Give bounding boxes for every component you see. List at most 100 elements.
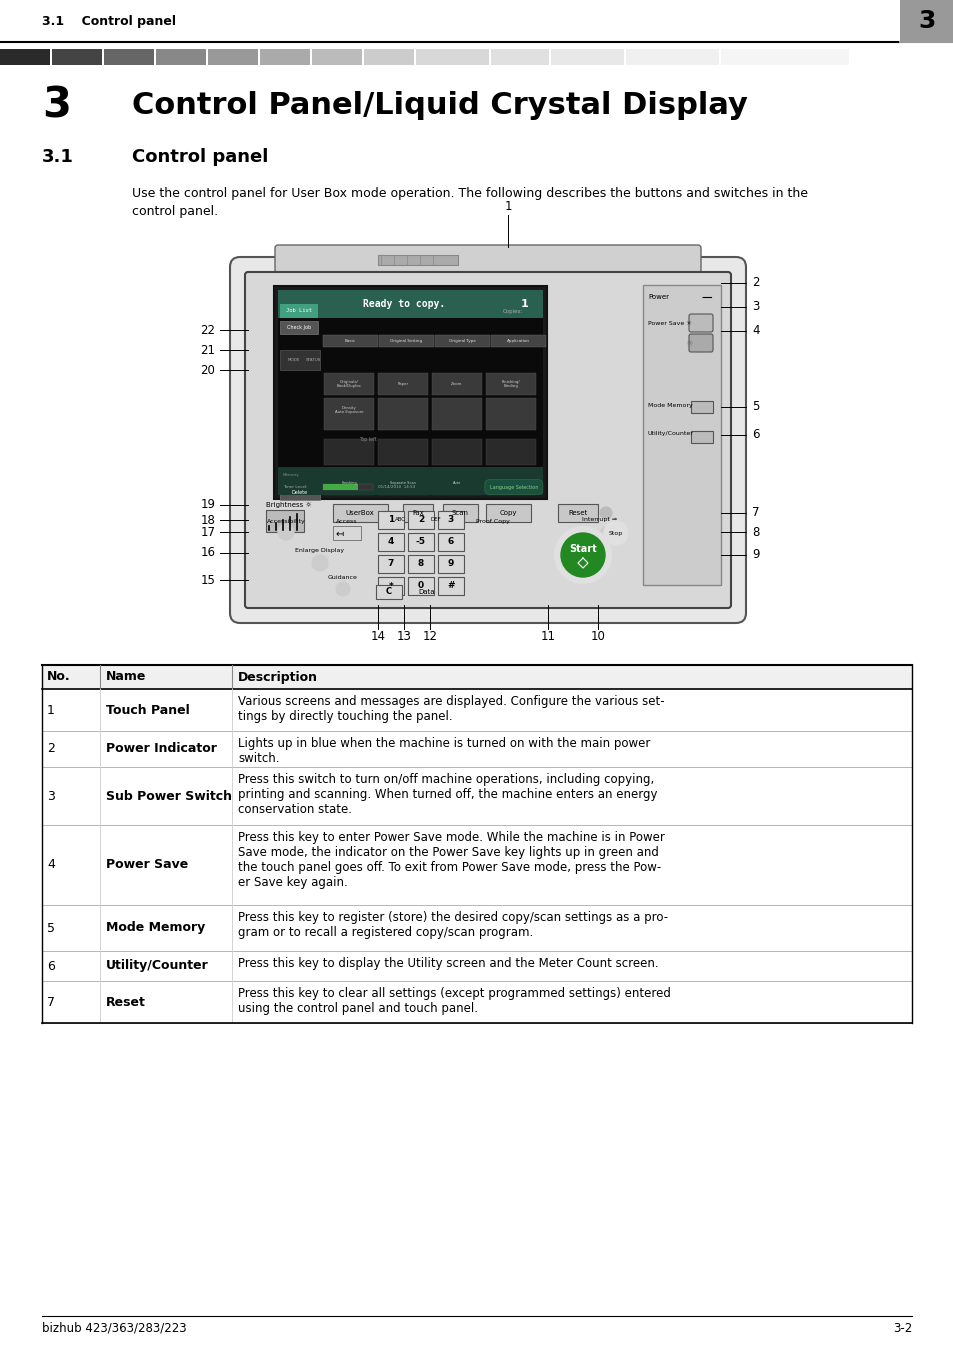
Bar xyxy=(274,286,546,500)
Text: 2: 2 xyxy=(47,743,55,756)
Text: Name: Name xyxy=(106,671,146,683)
Text: Ready to copy.: Ready to copy. xyxy=(363,298,445,309)
Bar xyxy=(408,512,434,529)
Bar xyxy=(333,526,360,540)
Bar xyxy=(416,49,489,65)
Text: *: * xyxy=(388,582,393,590)
Bar xyxy=(642,285,720,585)
Text: Scan: Scan xyxy=(451,510,468,516)
Bar xyxy=(280,321,317,333)
Circle shape xyxy=(599,526,616,541)
Bar xyxy=(485,439,536,464)
Text: 10: 10 xyxy=(590,630,605,644)
Bar xyxy=(377,576,403,595)
Text: Top left: Top left xyxy=(358,437,376,443)
Bar xyxy=(551,49,624,65)
Text: 9: 9 xyxy=(752,548,759,562)
Text: Memory: Memory xyxy=(283,472,299,477)
Bar xyxy=(377,533,403,551)
Text: Utility/Counter: Utility/Counter xyxy=(106,960,209,972)
Text: Finishing/
Binding: Finishing/ Binding xyxy=(501,379,519,389)
Bar xyxy=(42,666,911,688)
Bar xyxy=(408,576,434,595)
Text: 6: 6 xyxy=(47,960,55,972)
Text: Mode Memory: Mode Memory xyxy=(647,402,692,408)
Text: Press this key to display the Utility screen and the Meter Count screen.: Press this key to display the Utility sc… xyxy=(237,957,658,971)
Text: 2: 2 xyxy=(417,516,424,525)
Bar xyxy=(377,555,403,572)
Text: Auto: Auto xyxy=(453,481,460,485)
Text: 22: 22 xyxy=(200,324,215,336)
Text: 3.1: 3.1 xyxy=(42,148,73,166)
Bar xyxy=(323,485,357,490)
Text: Press this switch to turn on/off machine operations, including copying,
printing: Press this switch to turn on/off machine… xyxy=(237,774,657,815)
Bar xyxy=(277,290,542,495)
Text: ☼: ☼ xyxy=(684,339,692,347)
Text: Zoom: Zoom xyxy=(451,382,462,386)
Text: Density
Auto Exposure: Density Auto Exposure xyxy=(335,406,363,414)
Text: 3: 3 xyxy=(752,301,759,313)
Text: 1: 1 xyxy=(504,201,511,213)
Text: 3: 3 xyxy=(47,790,55,802)
Circle shape xyxy=(555,526,610,583)
Text: Proof Copy: Proof Copy xyxy=(476,518,510,524)
Bar xyxy=(280,350,319,370)
Text: #: # xyxy=(447,582,455,590)
Bar xyxy=(104,49,154,65)
Circle shape xyxy=(277,524,294,540)
Text: 17: 17 xyxy=(200,525,215,539)
Bar xyxy=(690,401,712,413)
Bar xyxy=(156,49,206,65)
Text: Data: Data xyxy=(417,589,434,595)
Text: Use the control panel for User Box mode operation. The following describes the b: Use the control panel for User Box mode … xyxy=(132,188,807,217)
Bar xyxy=(333,504,388,522)
Text: Rotate OFF: Rotate OFF xyxy=(500,481,520,485)
Text: Originals/
Book/Duplex: Originals/ Book/Duplex xyxy=(336,379,361,389)
Bar xyxy=(324,477,374,490)
Text: Copy: Copy xyxy=(498,510,517,516)
Bar xyxy=(558,504,598,522)
Text: Sub Power Switch: Sub Power Switch xyxy=(106,790,232,802)
Bar xyxy=(432,439,481,464)
Bar xyxy=(437,533,463,551)
Text: bizhub 423/363/283/223: bizhub 423/363/283/223 xyxy=(42,1322,187,1335)
Text: 7: 7 xyxy=(47,995,55,1008)
Text: Original Type: Original Type xyxy=(448,339,475,343)
Text: Access: Access xyxy=(335,518,357,524)
Bar xyxy=(377,398,428,431)
Text: 15: 15 xyxy=(200,574,215,586)
Circle shape xyxy=(693,293,701,301)
Text: Power Save: Power Save xyxy=(106,859,188,872)
Bar xyxy=(277,467,542,495)
Text: 1: 1 xyxy=(47,703,55,717)
Text: Various screens and messages are displayed. Configure the various set-
tings by : Various screens and messages are display… xyxy=(237,695,664,724)
Text: 3: 3 xyxy=(918,9,935,32)
Text: Reset: Reset xyxy=(568,510,587,516)
Text: Accessibility: Accessibility xyxy=(266,518,305,524)
Text: Touch Panel: Touch Panel xyxy=(106,703,190,717)
Bar xyxy=(442,504,477,522)
Bar xyxy=(437,512,463,529)
Bar xyxy=(280,486,319,500)
Bar xyxy=(720,49,848,65)
Text: ↤: ↤ xyxy=(335,529,344,539)
FancyBboxPatch shape xyxy=(688,333,712,352)
Text: Basic: Basic xyxy=(344,339,355,343)
Bar xyxy=(377,255,457,265)
Text: 21: 21 xyxy=(200,343,215,356)
Text: 14: 14 xyxy=(370,630,385,644)
Bar xyxy=(364,49,414,65)
Bar xyxy=(435,335,490,347)
Bar xyxy=(485,477,536,490)
Text: Stop: Stop xyxy=(608,531,622,536)
Bar xyxy=(377,439,428,464)
FancyBboxPatch shape xyxy=(688,315,712,332)
Bar xyxy=(378,335,434,347)
Text: Language Selection: Language Selection xyxy=(489,485,537,490)
Text: Interrupt ⇒: Interrupt ⇒ xyxy=(582,517,617,522)
Text: 7: 7 xyxy=(752,506,759,520)
Bar xyxy=(432,398,481,431)
Text: Description: Description xyxy=(237,671,317,683)
Text: Brightness ☼: Brightness ☼ xyxy=(266,502,312,508)
Bar xyxy=(52,49,102,65)
